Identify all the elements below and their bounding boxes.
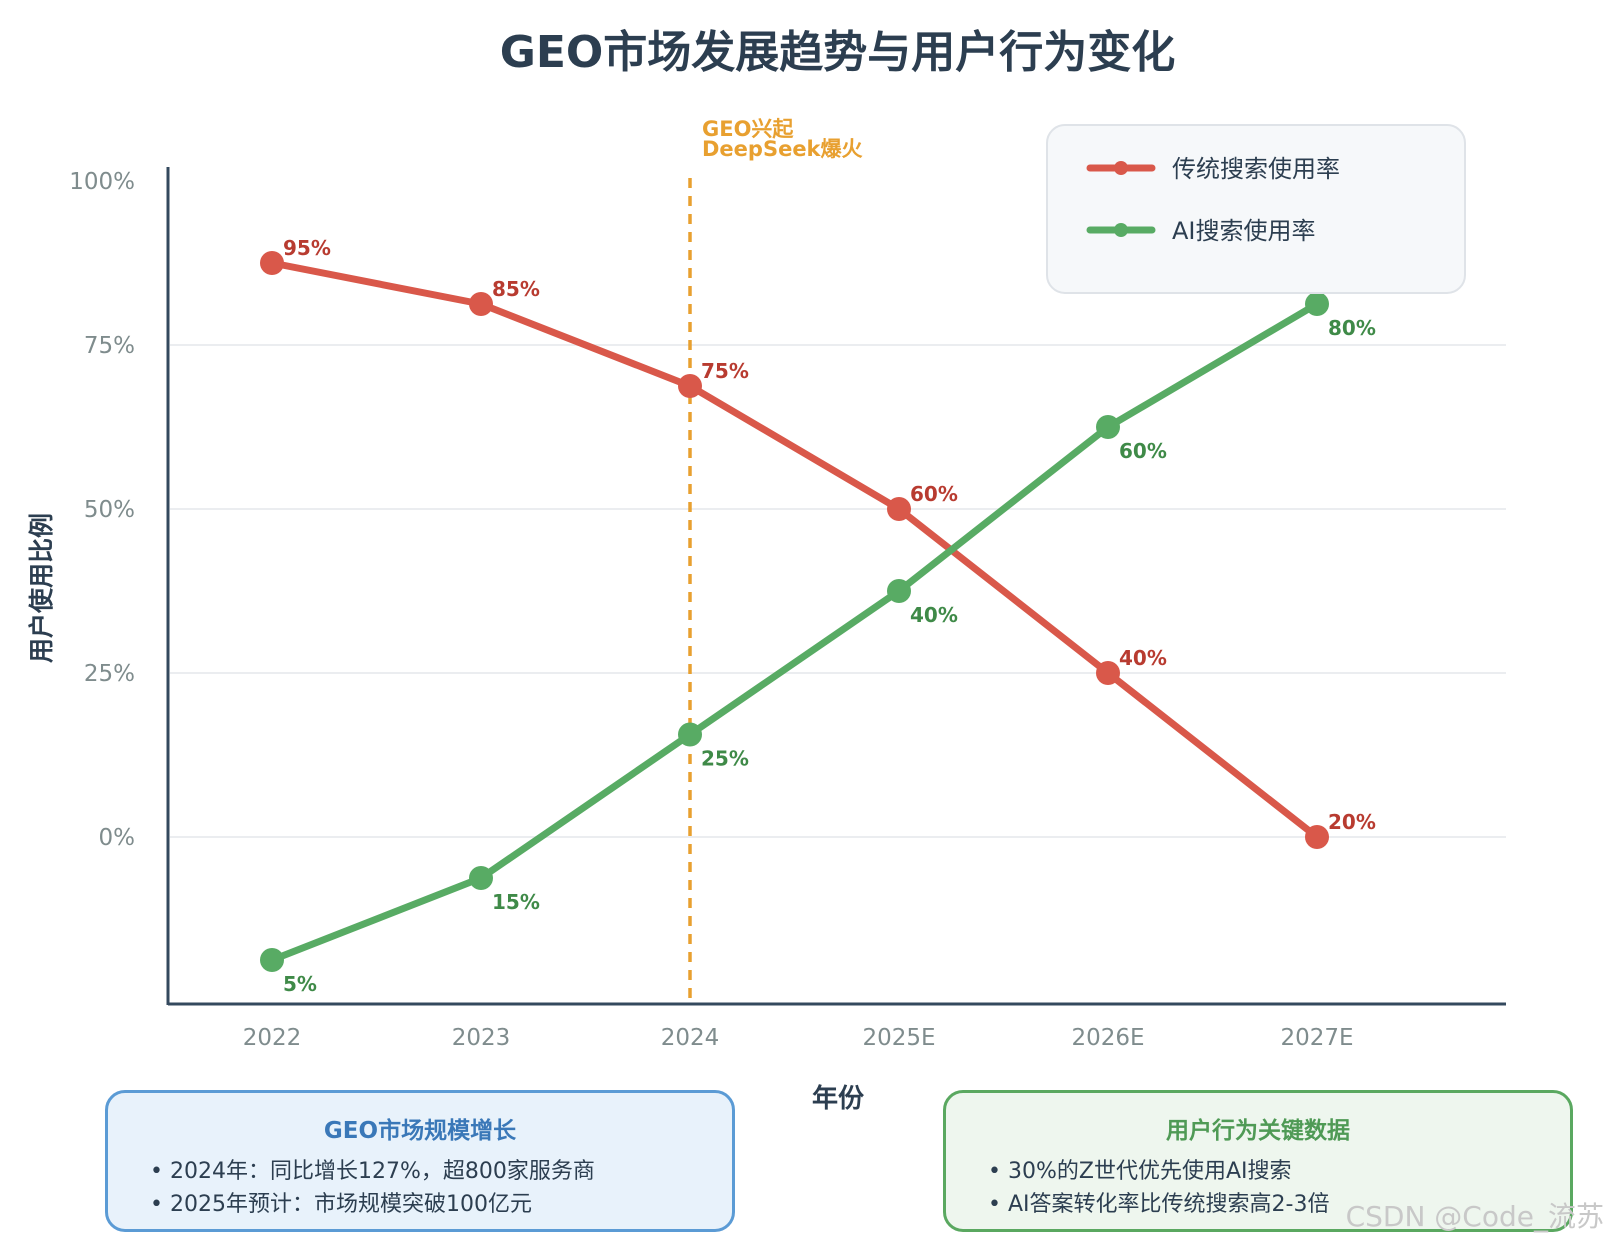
y-tick-label: 25%: [84, 661, 135, 687]
data-point: [469, 866, 493, 890]
data-label: 40%: [1119, 646, 1167, 670]
data-point: [469, 292, 493, 316]
y-axis-label: 用户使用比例: [27, 513, 56, 663]
data-label: 80%: [1328, 316, 1376, 340]
x-axis-label: 年份: [812, 1083, 864, 1114]
data-label: 95%: [283, 236, 331, 260]
x-tick-label: 2027E: [1280, 1025, 1353, 1051]
data-point: [887, 579, 911, 603]
legend-frame: [1046, 124, 1466, 294]
x-tick-label: 2025E: [862, 1025, 935, 1051]
data-point: [678, 374, 702, 398]
data-label: 5%: [283, 972, 317, 996]
data-point: [260, 948, 284, 972]
legend-label-traditional: 传统搜索使用率: [1172, 155, 1340, 183]
data-label: 25%: [701, 747, 749, 771]
user-behavior-panel: 用户行为关键数据 30%的Z世代优先使用AI搜索 AI答案转化率比传统搜索高2-…: [943, 1090, 1573, 1232]
series-layer: 95% 85% 75% 60% 40% 20% 5% 15% 25% 40% 60% 80%: [260, 236, 1376, 996]
legend-marker-ai: [1114, 223, 1128, 237]
geo-market-growth-panel: GEO市场规模增长 2024年：同比增长127%，超800家服务商 2025年预…: [105, 1090, 735, 1232]
legend-marker-traditional: [1114, 161, 1128, 175]
series-line: [268, 300, 1321, 964]
data-label: 60%: [1119, 439, 1167, 463]
chart-title: GEO市场发展趋势与用户行为变化: [499, 27, 1176, 78]
data-point: [887, 497, 911, 521]
y-tick-label: 50%: [84, 497, 135, 523]
gridlines: [170, 344, 1506, 838]
geo-panel-title: GEO市场规模增长: [323, 1118, 517, 1144]
data-label: 15%: [492, 890, 540, 914]
data-label: 75%: [701, 359, 749, 383]
legend-label-ai: AI搜索使用率: [1172, 217, 1316, 245]
y-tick-label: 75%: [84, 333, 135, 359]
geo-panel-list: 2024年：同比增长127%，超800家服务商 2025年预计：市场规模突破10…: [150, 1155, 595, 1221]
data-label: 20%: [1328, 810, 1376, 834]
x-tick-label: 2022: [243, 1025, 302, 1051]
axes: [166, 167, 1506, 1006]
annotation-text-line1: GEO兴起: [702, 117, 794, 141]
y-tick-label: 0%: [99, 825, 136, 851]
data-point: [1096, 661, 1120, 685]
data-label: 40%: [910, 603, 958, 627]
user-panel-list: 30%的Z世代优先使用AI搜索 AI答案转化率比传统搜索高2-3倍: [988, 1155, 1329, 1221]
user-panel-item: 30%的Z世代优先使用AI搜索: [988, 1155, 1329, 1188]
x-tick-label: 2024: [661, 1025, 720, 1051]
geo-panel-item: 2024年：同比增长127%，超800家服务商: [150, 1155, 595, 1188]
watermark: CSDN @Code_流苏: [1345, 1200, 1604, 1233]
user-panel-title: 用户行为关键数据: [1166, 1118, 1350, 1144]
data-point: [1096, 415, 1120, 439]
series-line: [268, 259, 1321, 841]
x-tick-labels: 2022 2023 2024 2025E 2026E 2027E: [243, 1025, 1354, 1051]
data-point: [1305, 825, 1329, 849]
y-tick-labels: 0% 25% 50% 75% 100%: [69, 169, 135, 851]
annotation-layer: GEO兴起 DeepSeek爆火: [688, 117, 863, 1003]
y-tick-label: 100%: [69, 169, 135, 195]
data-label: 60%: [910, 482, 958, 506]
data-point: [678, 722, 702, 747]
legend: 传统搜索使用率 AI搜索使用率: [1046, 124, 1466, 294]
data-point: [1305, 292, 1329, 316]
geo-panel-item: 2025年预计：市场规模突破100亿元: [150, 1188, 595, 1221]
data-label: 85%: [492, 277, 540, 301]
user-panel-item: AI答案转化率比传统搜索高2-3倍: [988, 1188, 1329, 1221]
data-point: [260, 251, 284, 275]
annotation-text-line2: DeepSeek爆火: [702, 137, 863, 161]
x-tick-label: 2023: [452, 1025, 511, 1051]
x-tick-label: 2026E: [1071, 1025, 1144, 1051]
